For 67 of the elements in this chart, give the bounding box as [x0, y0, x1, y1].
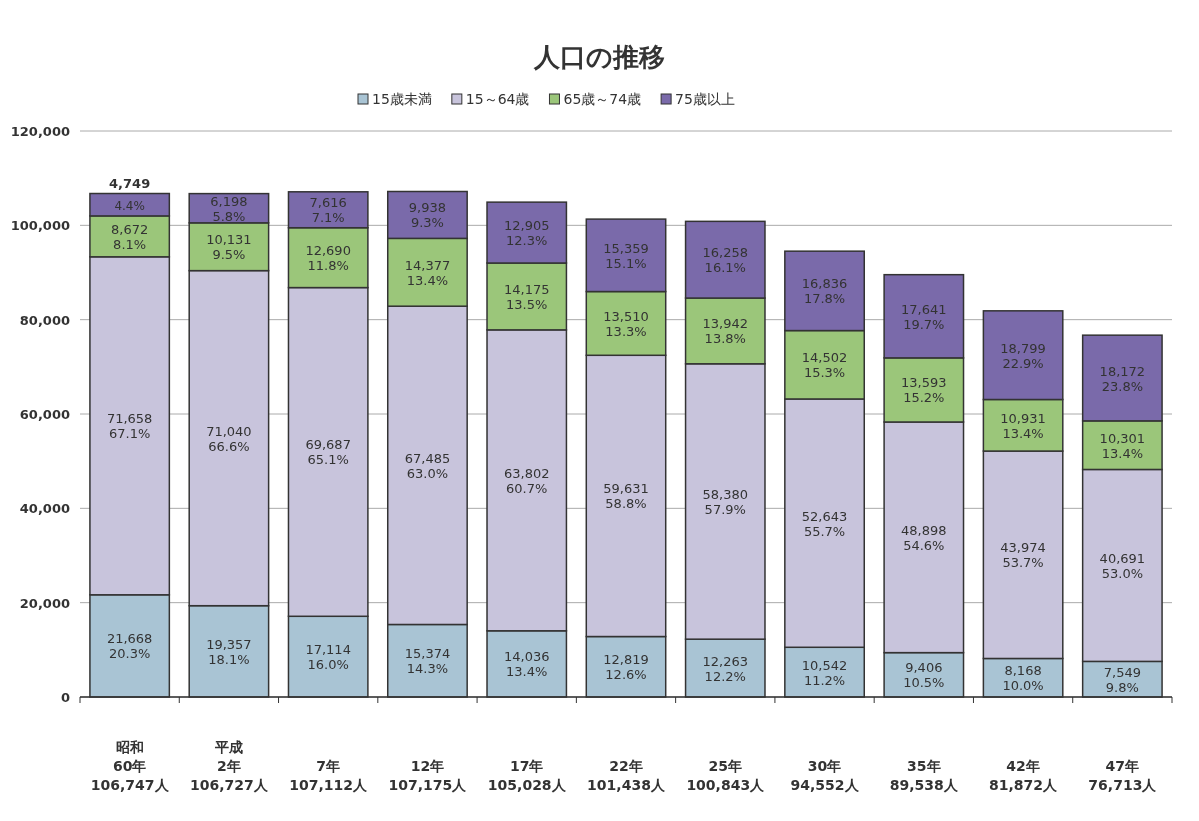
x-tick-label: 35年 89,538人 [889, 758, 959, 793]
legend-label: 65歳～74歳 [563, 91, 642, 107]
x-tick-label: 平成 2年 106,727人 [190, 739, 269, 793]
data-label: 71,658 67.1% [106, 411, 153, 442]
y-tick-label: 80,000 [19, 312, 70, 328]
legend-label: 15歳未満 [372, 91, 432, 107]
x-tick-label: 22年 101,438人 [587, 758, 666, 793]
data-label: 15,359 15.1% [603, 240, 649, 271]
x-tick-label: 25年 100,843人 [686, 758, 766, 793]
data-label: 59,631 58.8% [603, 481, 649, 512]
data-label: 7,549 9.8% [1103, 664, 1141, 695]
data-label: 14,036 13.4% [503, 649, 550, 680]
data-label: 10,542 11.2% [801, 657, 848, 688]
data-label: 43,974 53.7% [1000, 540, 1046, 571]
data-label: 10,131 9.5% [206, 232, 252, 263]
data-label: 16,258 16.1% [702, 245, 749, 276]
data-label: 21,668 20.3% [106, 631, 153, 662]
data-label: 12,263 12.2% [702, 653, 749, 684]
data-label: 7,616 7.1% [309, 195, 347, 226]
data-label: 52,643 55.7% [801, 508, 848, 539]
y-tick-label: 100,000 [10, 218, 70, 234]
data-label: 8,672 8.1% [111, 221, 149, 252]
y-tick-label: 40,000 [19, 501, 70, 517]
legend-label: 15～64歳 [465, 91, 530, 107]
data-label: 69,687 65.1% [305, 437, 351, 468]
data-label: 58,380 57.9% [702, 486, 749, 517]
y-tick-label: 20,000 [19, 595, 70, 611]
data-label: 10,931 13.4% [1000, 410, 1046, 441]
data-label: 18,799 22.9% [1000, 340, 1046, 371]
chart-title: 人口の推移 [532, 42, 665, 72]
x-tick-label: 17年 105,028人 [487, 758, 567, 793]
data-label: 9,938 9.3% [408, 200, 447, 231]
x-tick-label: 30年 94,552人 [790, 758, 860, 793]
data-label: 67,485 63.0% [404, 450, 451, 481]
data-label: 4,749 4.4% [109, 175, 151, 213]
data-label: 18,172 23.8% [1099, 363, 1146, 394]
x-tick-label: 昭和 60年 106,747人 [90, 739, 170, 793]
data-label: 14,175 13.5% [503, 281, 550, 312]
data-label: 13,942 13.8% [702, 316, 749, 347]
data-label: 10,301 13.4% [1099, 430, 1146, 461]
data-label: 8,168 10.0% [1002, 663, 1044, 694]
data-label: 40,691 53.0% [1099, 550, 1146, 581]
data-label: 17,641 19.7% [901, 301, 947, 332]
data-label: 9,406 10.5% [903, 660, 945, 691]
x-tick-label: 12年 107,175人 [388, 758, 468, 793]
y-tick-label: 0 [60, 690, 70, 705]
y-tick-label: 120,000 [10, 124, 70, 139]
x-tick-label: 7年 107,112人 [289, 758, 369, 793]
data-label: 17,114 16.0% [305, 642, 351, 673]
data-label: 12,690 11.8% [305, 243, 351, 274]
data-label: 13,593 15.2% [901, 375, 947, 406]
data-label: 63,802 60.7% [503, 465, 550, 496]
legend-label: 75歳以上 [675, 91, 735, 107]
data-label: 12,819 12.6% [603, 652, 649, 683]
data-label: 71,040 66.6% [206, 423, 252, 454]
data-label: 14,377 13.4% [404, 257, 451, 288]
data-label: 48,898 54.6% [901, 522, 947, 553]
x-tick-label: 47年 76,713人 [1088, 758, 1158, 793]
data-label: 15,374 14.3% [404, 646, 451, 677]
data-label: 19,357 18.1% [206, 636, 252, 667]
x-tick-label: 42年 81,872人 [989, 758, 1059, 793]
data-label: 14,502 15.3% [801, 350, 848, 381]
data-label: 12,905 12.3% [503, 218, 550, 249]
y-tick-label: 60,000 [19, 407, 70, 422]
data-label: 13,510 13.3% [603, 308, 649, 339]
data-label: 6,198 5.8% [210, 193, 248, 224]
data-label: 16,836 17.8% [801, 276, 848, 307]
